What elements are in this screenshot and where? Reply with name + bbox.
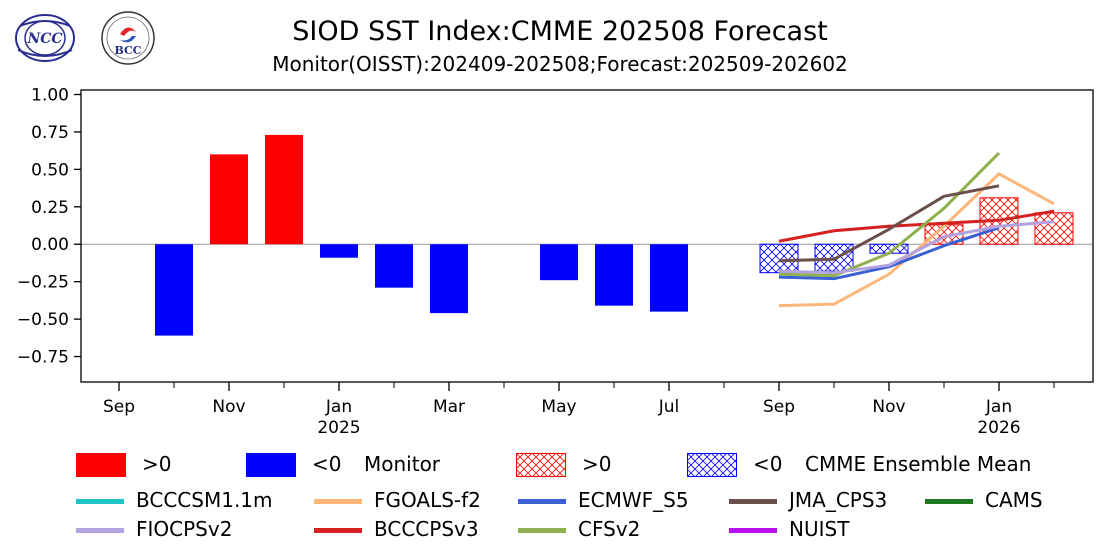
x-tick-label: Sep [763, 397, 795, 417]
monitor-bar [540, 244, 578, 281]
svg-text:BCC: BCC [114, 44, 141, 57]
chart-title: SIOD SST Index:CMME 202508 Forecast [292, 16, 828, 47]
y-tick-label: −0.50 [17, 310, 69, 330]
x-tick-label: May [541, 397, 576, 417]
series-line-fiocpsv2 [778, 220, 1055, 275]
legend-series-label: CFSv2 [578, 517, 641, 541]
ensemble-bar [1034, 212, 1074, 245]
legend-series-label: ECMWF_S5 [578, 488, 689, 512]
legend-series-label: FGOALS-f2 [374, 488, 481, 512]
legend-series-label: BCCCPSv3 [374, 517, 479, 541]
bcc-logo: BCC [101, 11, 155, 65]
x-tick-label: Mar [433, 397, 465, 417]
legend-swatch [246, 453, 296, 477]
series-line-bcccpsv3 [778, 209, 1055, 243]
y-tick-label: 0.25 [31, 198, 69, 218]
legend-line-swatch [314, 528, 362, 533]
legend-label: <0 [312, 452, 342, 476]
legend-series-label: FIOCPSv2 [136, 517, 233, 541]
legend-label: >0 [582, 452, 612, 476]
legend-line-swatch [925, 499, 973, 504]
legend-line-swatch [76, 528, 124, 533]
x-tick-year-label: 2025 [317, 418, 360, 438]
legend-label: <0 [753, 452, 783, 476]
legend-line-swatch [729, 528, 777, 533]
plot-frame [80, 89, 1094, 383]
series-line-jma-cps3 [778, 184, 1000, 263]
series-line-cfsv2 [778, 151, 1001, 278]
chart-subtitle: Monitor(OISST):202409-202508;Forecast:20… [272, 52, 848, 76]
x-tick-label: Jan [325, 397, 352, 417]
x-tick-label: Nov [212, 397, 245, 417]
legend-series-label: BCCCSM1.1m [136, 488, 273, 512]
y-tick-label: −0.75 [17, 348, 69, 368]
legend-series-label: NUIST [789, 517, 850, 541]
legend-line-swatch [518, 528, 566, 533]
monitor-bar [430, 244, 468, 314]
legend-line-swatch [518, 499, 566, 504]
y-tick-label: 0.00 [31, 235, 69, 255]
monitor-bar [320, 244, 358, 258]
x-tick-label: Sep [103, 397, 135, 417]
ensemble-bar [814, 243, 854, 272]
y-tick-label: 1.00 [31, 85, 69, 105]
monitor-bar [595, 244, 633, 306]
ensemble-bar [759, 243, 799, 274]
legend-series-label: CAMS [985, 488, 1043, 512]
monitor-bar [265, 134, 303, 245]
legend-series-label: JMA_CPS3 [789, 488, 888, 512]
x-tick-year-label: 2026 [977, 418, 1020, 438]
legend-label: >0 [142, 452, 172, 476]
legend-group-label: Monitor [364, 452, 441, 476]
legend-group-label: CMME Ensemble Mean [805, 452, 1032, 476]
legend-line-swatch [729, 499, 777, 504]
legend-swatch-hatched [516, 453, 566, 477]
svg-text:NCC: NCC [26, 31, 62, 47]
x-tick-label: Jan [985, 397, 1012, 417]
x-tick-label: Jul [658, 397, 680, 417]
y-tick-label: 0.75 [31, 123, 69, 143]
monitor-bar [210, 154, 248, 245]
ncc-logo: NCC [15, 14, 75, 62]
monitor-bar [375, 244, 413, 288]
legend-line-swatch [76, 499, 124, 504]
y-tick-label: −0.25 [17, 273, 69, 293]
legend-line-swatch [314, 499, 362, 504]
monitor-bar [650, 244, 688, 312]
monitor-bar [155, 244, 193, 336]
y-tick-label: 0.50 [31, 160, 69, 180]
legend-swatch [76, 453, 126, 477]
legend-swatch-hatched [687, 453, 737, 477]
x-tick-label: Nov [872, 397, 905, 417]
